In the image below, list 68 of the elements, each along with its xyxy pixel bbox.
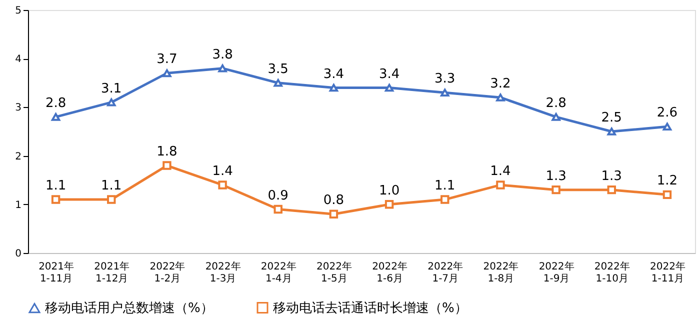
point [51, 113, 60, 121]
point [51, 195, 60, 204]
x-tick-label: 2022年 1-8月 [483, 260, 519, 284]
data-label: 3.7 [156, 52, 178, 68]
x-tick-label: 2022年 1-7月 [428, 260, 464, 284]
point [107, 98, 116, 106]
data-label: 3.4 [323, 66, 344, 82]
data-label: 2.8 [45, 96, 66, 111]
x-tick-label: 2022年 1-9月 [538, 260, 574, 284]
point [384, 200, 394, 209]
point [274, 204, 282, 214]
data-label: 1.2 [656, 174, 678, 189]
data-label: 1.8 [156, 144, 178, 160]
point [662, 122, 672, 131]
data-label: 2.8 [546, 96, 566, 111]
y-tick-label: 1 [15, 200, 22, 211]
data-label: 0.9 [268, 188, 288, 204]
x-tick-label: 2022年 1-2月 [150, 260, 186, 284]
x-tick-label: 2022年 1-3月 [205, 260, 241, 284]
point [496, 94, 505, 102]
point [274, 78, 282, 87]
x-tick-label: 2022年 1-4月 [260, 260, 296, 284]
y-tick-label: 2 [15, 151, 22, 162]
x-tick-label: 2022年 1-11月 [650, 260, 686, 284]
point [218, 180, 227, 190]
data-label: 1.1 [45, 178, 66, 194]
data-label: 3.2 [490, 76, 511, 92]
x-tick-label: 2022年 1-6月 [372, 260, 408, 284]
x-tick-label: 2022年 1-10月 [594, 260, 630, 284]
x-tick-label: 2021年 1-12月 [94, 260, 130, 284]
legend-label: 移动电话用户总数增速（%） [45, 301, 214, 316]
data-label: 1.0 [378, 183, 400, 198]
data-label: 1.1 [434, 178, 456, 194]
point [440, 88, 450, 97]
point [218, 64, 227, 72]
data-label: 3.4 [378, 66, 400, 82]
point [162, 69, 172, 78]
point [107, 195, 116, 204]
point [607, 185, 616, 194]
data-label: 1.3 [601, 168, 622, 184]
point [552, 113, 560, 121]
data-label: 3.1 [101, 81, 122, 96]
data-label: 0.8 [323, 193, 344, 208]
point [552, 185, 560, 194]
x-tick-label: 2021年 1-11月 [38, 260, 74, 284]
point [329, 210, 338, 218]
point [496, 180, 505, 190]
data-label: 3.3 [434, 72, 456, 87]
point [607, 128, 616, 136]
y-tick-label: 5 [15, 6, 22, 16]
data-label: 2.5 [601, 110, 622, 126]
y-tick-label: 3 [15, 102, 22, 114]
point [662, 190, 672, 200]
data-label: 1.1 [101, 178, 122, 194]
point [162, 161, 172, 170]
data-label: 3.8 [212, 47, 233, 62]
point [440, 195, 450, 204]
data-label: 1.3 [546, 168, 566, 184]
legend-label: 移动电话去话通话时长增速（%） [273, 300, 468, 316]
data-label: 1.4 [212, 164, 233, 179]
y-tick-label: 4 [15, 54, 22, 66]
data-label: 1.4 [490, 164, 511, 179]
data-label: 3.5 [268, 62, 288, 77]
y-tick-label: 0 [15, 248, 22, 260]
point [329, 84, 338, 92]
data-label: 2.6 [656, 106, 678, 121]
point [384, 84, 394, 92]
x-tick-label: 2022年 1-5月 [316, 260, 352, 284]
